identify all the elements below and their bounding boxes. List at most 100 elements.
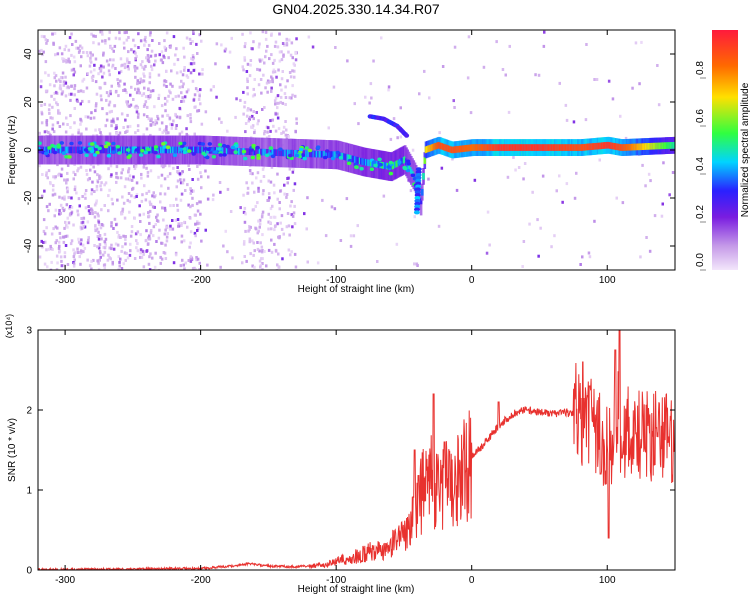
noise-speckle: [149, 93, 152, 97]
noise-speckle: [90, 32, 93, 36]
noise-speckle: [93, 170, 97, 174]
noise-speckle: [142, 79, 146, 83]
noise-speckle: [54, 208, 58, 212]
noise-speckle: [196, 227, 200, 231]
ridge-core: [256, 148, 259, 156]
noise-speckle: [118, 84, 121, 88]
noise-speckle: [49, 134, 52, 137]
noise-speckle: [70, 32, 73, 36]
noise-speckle: [122, 201, 126, 205]
noise-speckle: [72, 55, 76, 59]
noise-speckle: [243, 255, 246, 258]
noise-speckle: [190, 62, 193, 66]
noise-speckle: [56, 261, 59, 265]
noise-speckle: [66, 178, 69, 182]
noise-speckle: [40, 110, 43, 114]
ridge-blob: [230, 145, 236, 150]
noise-speckle: [282, 232, 285, 236]
noise-speckle: [124, 258, 127, 262]
noise-speckle: [82, 250, 85, 254]
noise-speckle: [185, 127, 188, 131]
noise-speckle: [180, 222, 183, 225]
noise-speckle: [142, 212, 145, 216]
noise-speckle: [49, 182, 52, 186]
ridge-blob: [359, 166, 364, 171]
noise-speckle: [598, 158, 601, 162]
noise-speckle: [142, 133, 145, 137]
noise-speckle: [507, 110, 511, 114]
noise-speckle: [295, 117, 298, 121]
noise-speckle: [305, 227, 308, 231]
noise-speckle: [89, 116, 93, 120]
noise-speckle: [123, 82, 126, 86]
noise-speckle: [638, 82, 641, 86]
noise-speckle: [634, 41, 638, 45]
spectrogram-marks: [38, 30, 675, 270]
noise-speckle: [303, 212, 306, 216]
noise-speckle: [185, 74, 189, 78]
ridge-blob: [90, 142, 95, 146]
noise-speckle: [164, 102, 167, 106]
noise-speckle: [133, 44, 137, 48]
ridge-blob: [372, 160, 377, 164]
noise-speckle: [129, 103, 133, 107]
noise-speckle: [541, 174, 545, 178]
noise-speckle: [204, 110, 208, 114]
noise-speckle: [280, 58, 284, 62]
noise-speckle: [199, 212, 202, 216]
noise-speckle: [409, 189, 413, 193]
noise-speckle: [657, 103, 661, 107]
ridge-blob: [182, 141, 187, 146]
noise-speckle: [389, 137, 393, 141]
noise-speckle: [167, 131, 170, 135]
noise-speckle: [261, 108, 264, 111]
noise-speckle: [107, 69, 111, 73]
ridge-blob: [256, 153, 261, 158]
noise-speckle: [288, 96, 291, 100]
noise-speckle: [284, 133, 288, 137]
noise-speckle: [166, 232, 169, 235]
noise-speckle: [69, 212, 72, 216]
noise-speckle: [242, 90, 245, 94]
noise-speckle: [267, 179, 270, 183]
noise-speckle: [51, 193, 55, 197]
noise-speckle: [84, 206, 88, 210]
ridge-blob: [325, 149, 330, 153]
noise-speckle: [289, 253, 292, 257]
noise-speckle: [172, 35, 176, 39]
noise-speckle: [134, 131, 137, 135]
ridge-blob: [353, 162, 358, 167]
noise-speckle: [90, 207, 93, 211]
noise-speckle: [153, 63, 156, 67]
noise-speckle: [189, 120, 193, 124]
noise-speckle: [165, 235, 169, 239]
noise-speckle: [164, 47, 168, 51]
noise-speckle: [70, 239, 74, 243]
colorbar-tick-label: 0.4: [695, 157, 706, 171]
noise-speckle: [293, 69, 296, 73]
noise-speckle: [73, 258, 76, 262]
noise-speckle: [261, 192, 265, 196]
noise-speckle: [70, 84, 73, 88]
noise-speckle: [141, 193, 144, 197]
noise-speckle: [108, 110, 112, 114]
noise-speckle: [145, 229, 148, 233]
branch-dot: [404, 133, 410, 138]
noise-speckle: [174, 253, 178, 257]
x-tick-label: 100: [599, 275, 616, 286]
noise-speckle: [40, 104, 43, 107]
noise-speckle: [73, 107, 76, 110]
noise-speckle: [260, 215, 264, 219]
noise-speckle: [647, 172, 651, 176]
noise-speckle: [72, 248, 75, 252]
noise-speckle: [42, 229, 46, 233]
noise-speckle: [553, 234, 556, 238]
noise-speckle: [252, 40, 255, 44]
noise-speckle: [277, 252, 280, 256]
noise-speckle: [142, 252, 145, 256]
noise-speckle: [148, 75, 152, 79]
noise-speckle: [93, 68, 96, 72]
ridge-blob: [250, 155, 255, 160]
noise-speckle: [99, 251, 102, 255]
noise-speckle: [51, 123, 55, 127]
